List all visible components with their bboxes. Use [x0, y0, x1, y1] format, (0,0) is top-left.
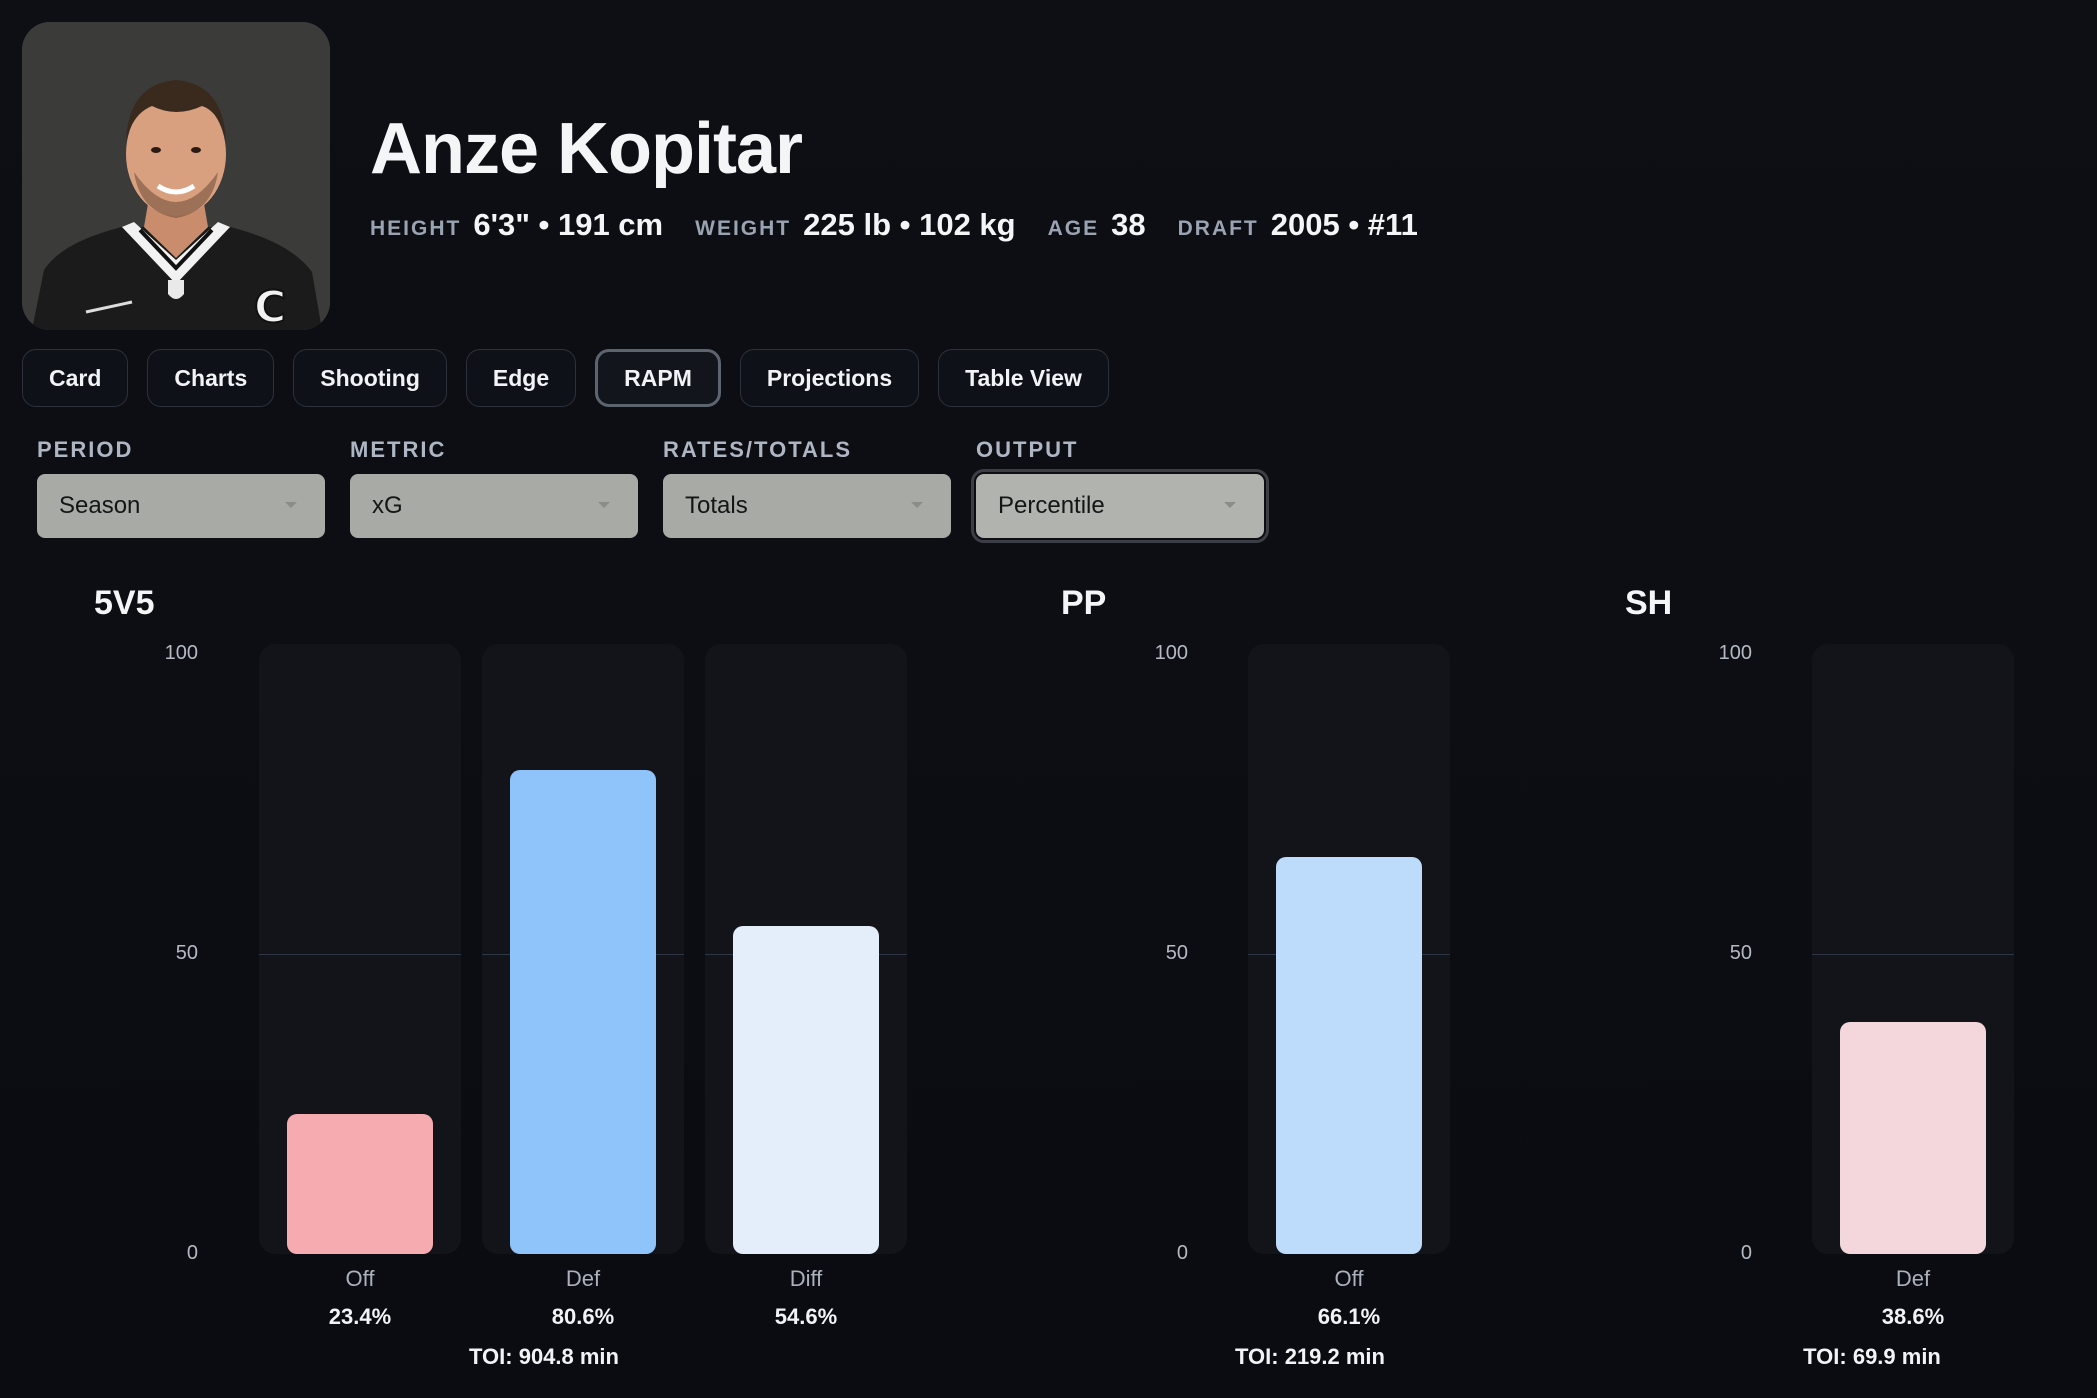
filter-label: METRIC: [350, 437, 447, 462]
tab-shooting[interactable]: Shooting: [293, 349, 447, 407]
chevron-down-icon: [911, 502, 923, 508]
player-bio: HEIGHT 6'3" • 191 cm WEIGHT 225 lb • 102…: [370, 207, 1450, 247]
tab-table-view[interactable]: Table View: [938, 349, 1109, 407]
select-value: xG: [372, 492, 403, 519]
chevron-down-icon: [598, 502, 610, 508]
period-select[interactable]: Season: [37, 474, 325, 538]
select-value: Totals: [685, 492, 748, 519]
bio-value: 225 lb • 102 kg: [803, 207, 1016, 242]
bar-value-label: 80.6%: [551, 1304, 615, 1329]
bar-category-label: Def: [1895, 1266, 1931, 1291]
bar-def[interactable]: [510, 770, 656, 1254]
bar-off[interactable]: [1276, 857, 1422, 1254]
bio-value: 38: [1111, 207, 1146, 242]
player-name: Anze Kopitar: [370, 109, 803, 189]
bar-diff[interactable]: [733, 926, 879, 1254]
y-tick-label: 50: [1165, 942, 1188, 964]
gridline-50: [259, 954, 461, 955]
select-value: Percentile: [998, 492, 1105, 519]
y-tick-label: 0: [1740, 1242, 1752, 1264]
bar-value-label: 23.4%: [328, 1304, 392, 1329]
toi-label: TOI: 219.2 min: [1235, 1344, 1385, 1369]
tab-card[interactable]: Card: [22, 349, 129, 407]
bio-label: HEIGHT: [370, 217, 462, 240]
output-select[interactable]: Percentile: [971, 469, 1269, 543]
bar-value-label: 66.1%: [1317, 1304, 1381, 1329]
chart-title-pp: PP: [1061, 584, 1107, 622]
player-photo: C: [22, 22, 330, 330]
y-tick-label: 50: [1729, 942, 1752, 964]
toi-label: TOI: 904.8 min: [469, 1344, 619, 1369]
filter-metric: METRIC xG: [350, 436, 638, 538]
filter-rates-totals: RATES/TOTALS Totals: [663, 436, 951, 538]
bar-def[interactable]: [1840, 1022, 1986, 1254]
tab-edge[interactable]: Edge: [465, 349, 577, 407]
y-tick-label: 0: [186, 1242, 198, 1264]
y-tick-label: 50: [175, 942, 198, 964]
bar-category-label: Off: [345, 1266, 375, 1291]
rates-totals-select[interactable]: Totals: [663, 474, 951, 538]
bar-off[interactable]: [287, 1113, 433, 1254]
filter-label: OUTPUT: [976, 437, 1079, 462]
y-tick-label: 100: [1154, 642, 1188, 664]
y-tick-label: 100: [1718, 642, 1752, 664]
bar-value-label: 38.6%: [1881, 1304, 1945, 1329]
bio-label: AGE: [1047, 217, 1100, 240]
bar-category-label: Def: [565, 1266, 601, 1291]
bar-category-label: Diff: [789, 1266, 823, 1291]
bio-label: WEIGHT: [695, 217, 792, 240]
chart-title-sh: SH: [1625, 584, 1673, 622]
toi-label: TOI: 69.9 min: [1803, 1344, 1941, 1369]
bio-value: 2005 • #11: [1270, 207, 1418, 242]
bio-age: AGE 38: [1048, 207, 1146, 243]
bio-weight: WEIGHT 225 lb • 102 kg: [695, 207, 1015, 243]
svg-text:C: C: [254, 282, 286, 330]
filter-output: OUTPUT Percentile: [971, 436, 1269, 543]
filter-period: PERIOD Season: [37, 436, 325, 538]
bio-label: DRAFT: [1177, 217, 1259, 240]
bar-category-label: Off: [1334, 1266, 1364, 1291]
view-tabs: Card Charts Shooting Edge RAPM Projectio…: [22, 349, 1128, 407]
bio-height: HEIGHT 6'3" • 191 cm: [370, 207, 663, 243]
bio-value: 6'3" • 191 cm: [473, 207, 664, 242]
bio-draft: DRAFT 2005 • #11: [1178, 207, 1418, 243]
y-tick-label: 100: [164, 642, 198, 664]
tab-charts[interactable]: Charts: [147, 349, 275, 407]
filter-label: RATES/TOTALS: [663, 437, 852, 462]
chevron-down-icon: [1224, 502, 1236, 508]
gridline-50: [1812, 954, 2014, 955]
y-tick-label: 0: [1176, 1242, 1188, 1264]
metric-select[interactable]: xG: [350, 474, 638, 538]
player-headshot-image: C: [22, 22, 330, 330]
tab-projections[interactable]: Projections: [739, 349, 920, 407]
select-value: Season: [59, 492, 141, 519]
chart-title-5v5: 5V5: [94, 584, 155, 622]
chevron-down-icon: [285, 502, 297, 508]
filter-label: PERIOD: [37, 437, 134, 462]
bar-value-label: 54.6%: [774, 1304, 838, 1329]
tab-rapm[interactable]: RAPM: [595, 349, 721, 407]
